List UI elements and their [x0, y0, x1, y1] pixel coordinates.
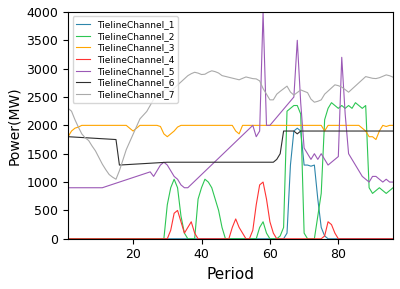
TielineChannel_4	[158, 237, 163, 240]
TielineChannel_2	[329, 101, 334, 104]
TielineChannel_6	[162, 161, 166, 164]
TielineChannel_3	[367, 135, 372, 138]
TielineChannel_6	[110, 138, 115, 141]
Legend: TielineChannel_1, TielineChannel_2, TielineChannel_3, TielineChannel_4, TielineC: TielineChannel_1, TielineChannel_2, Tiel…	[73, 16, 178, 103]
TielineChannel_3	[209, 124, 214, 127]
TielineChannel_6	[244, 160, 248, 164]
TielineChannel_1	[158, 237, 163, 240]
TielineChannel_4	[240, 231, 245, 235]
TielineChannel_7	[247, 76, 252, 79]
TielineChannel_4	[230, 226, 235, 229]
TielineChannel_6	[233, 160, 238, 164]
TielineChannel_3	[66, 135, 70, 138]
TielineChannel_4	[391, 237, 396, 240]
TielineChannel_5	[158, 163, 163, 167]
TielineChannel_6	[391, 129, 396, 133]
Y-axis label: Power(MW): Power(MW)	[7, 86, 21, 165]
TielineChannel_2	[66, 237, 70, 240]
TielineChannel_5	[391, 180, 396, 184]
TielineChannel_3	[391, 124, 396, 127]
TielineChannel_7	[237, 78, 242, 81]
TielineChannel_1	[206, 237, 211, 240]
TielineChannel_3	[162, 132, 166, 136]
TielineChannel_5	[110, 183, 115, 186]
TielineChannel_5	[66, 186, 70, 190]
TielineChannel_1	[110, 237, 115, 240]
TielineChannel_5	[367, 180, 372, 184]
TielineChannel_4	[206, 237, 211, 240]
TielineChannel_4	[66, 237, 70, 240]
TielineChannel_4	[261, 180, 266, 184]
TielineChannel_1	[240, 237, 245, 240]
TielineChannel_6	[66, 135, 70, 138]
TielineChannel_2	[110, 237, 115, 240]
TielineChannel_1	[367, 237, 372, 240]
TielineChannel_2	[206, 180, 211, 184]
Line: TielineChannel_7: TielineChannel_7	[68, 71, 393, 179]
TielineChannel_3	[233, 129, 238, 133]
TielineChannel_3	[114, 124, 118, 127]
TielineChannel_2	[158, 237, 163, 240]
TielineChannel_1	[230, 237, 235, 240]
Line: TielineChannel_1: TielineChannel_1	[68, 128, 393, 239]
TielineChannel_3	[374, 138, 378, 141]
Line: TielineChannel_5: TielineChannel_5	[68, 12, 393, 188]
TielineChannel_7	[209, 69, 214, 73]
TielineChannel_2	[240, 237, 245, 240]
TielineChannel_7	[213, 70, 218, 73]
TielineChannel_7	[370, 77, 375, 80]
TielineChannel_6	[370, 129, 375, 133]
TielineChannel_3	[244, 124, 248, 127]
Line: TielineChannel_6: TielineChannel_6	[68, 131, 393, 165]
TielineChannel_2	[367, 186, 372, 190]
Line: TielineChannel_2: TielineChannel_2	[68, 103, 393, 239]
Line: TielineChannel_3: TielineChannel_3	[68, 125, 393, 140]
TielineChannel_7	[66, 107, 70, 110]
TielineChannel_4	[110, 237, 115, 240]
TielineChannel_6	[281, 129, 286, 133]
TielineChannel_5	[230, 143, 235, 147]
TielineChannel_4	[367, 237, 372, 240]
TielineChannel_1	[66, 237, 70, 240]
TielineChannel_5	[261, 10, 266, 14]
TielineChannel_1	[295, 127, 300, 130]
TielineChannel_5	[240, 134, 245, 137]
TielineChannel_5	[206, 166, 211, 170]
TielineChannel_7	[391, 75, 396, 79]
TielineChannel_3	[79, 124, 84, 127]
TielineChannel_6	[209, 160, 214, 164]
TielineChannel_7	[162, 89, 166, 92]
TielineChannel_7	[110, 175, 115, 179]
Line: TielineChannel_4: TielineChannel_4	[68, 182, 393, 239]
TielineChannel_2	[230, 237, 235, 240]
TielineChannel_7	[114, 177, 118, 181]
TielineChannel_1	[391, 237, 396, 240]
TielineChannel_2	[391, 186, 396, 190]
TielineChannel_6	[117, 163, 122, 167]
X-axis label: Period: Period	[206, 267, 254, 282]
